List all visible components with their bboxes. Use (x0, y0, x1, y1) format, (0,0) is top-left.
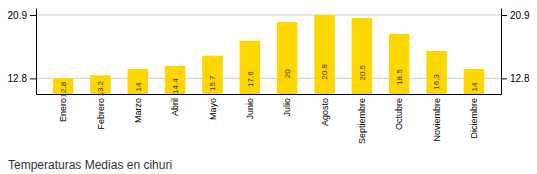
data-labels: 12.8 13.2 14 14.4 15.7 17.6 20 20.9 20.5 18.5 16.3… (59, 64, 479, 98)
bar (464, 69, 485, 94)
bar (352, 18, 373, 94)
x-tick: Febrero (96, 98, 106, 130)
y2-tick-mark (501, 15, 507, 16)
y2-tick: 12.8 (501, 73, 530, 84)
bar (314, 15, 335, 94)
data-label: 20 (283, 69, 292, 78)
x-tick: Agosto (320, 98, 330, 126)
x-tick: Abril (170, 98, 180, 116)
x-tick: Julio (282, 98, 292, 117)
x-tick: Septiembre (357, 98, 367, 144)
bar (426, 51, 447, 94)
data-label: 12.8 (59, 81, 68, 97)
y-tick: 20.9 (8, 10, 36, 21)
title: Temperaturas Medias en cihuri (8, 158, 172, 172)
y-tick-label: 20.9 (8, 10, 28, 21)
x-tick-label: Agosto (320, 98, 330, 126)
bar (53, 78, 74, 94)
x-tick-label: Febrero (96, 98, 106, 130)
x-tick: Octubre (394, 98, 404, 130)
y-axis-line (36, 9, 37, 95)
y2-tick: 20.9 (501, 10, 530, 21)
bars (53, 15, 484, 94)
data-label: 16.3 (432, 74, 441, 90)
x-tick: Diciembre (469, 98, 479, 139)
data-label: 17.6 (246, 71, 255, 87)
y2-tick-label: 12.8 (510, 73, 530, 84)
data-label: 13.2 (96, 80, 105, 96)
data-label: 14 (134, 82, 143, 91)
grid-line (36, 15, 501, 16)
bar (389, 34, 410, 94)
data-label: 18.5 (395, 69, 404, 85)
x-tick-label: Octubre (394, 98, 404, 130)
data-label: 14 (470, 82, 479, 91)
y-tick-label: 12.8 (8, 73, 28, 84)
y-tick-mark (30, 78, 36, 79)
bar (277, 22, 298, 94)
x-tick-label: Junio (245, 98, 255, 120)
x-tick: Mayo (208, 98, 218, 120)
x-tick-label: Diciembre (469, 98, 479, 139)
x-tick: Noviembre (432, 98, 442, 142)
x-tick-label: Julio (282, 98, 292, 117)
x-axis-line (37, 94, 502, 95)
bar (165, 66, 186, 94)
data-label: 15.7 (208, 75, 217, 91)
data-label: 20.9 (320, 64, 329, 80)
y2-tick-mark (501, 78, 507, 79)
x-tick-label: Noviembre (432, 98, 442, 142)
x-tick: Enero (58, 98, 68, 122)
data-label: 14.4 (171, 78, 180, 94)
y-tick-mark (30, 15, 36, 16)
y-tick: 12.8 (8, 73, 36, 84)
x-tick: Marzo (133, 98, 143, 123)
x-tick-label: Septiembre (357, 98, 367, 144)
bar (90, 75, 111, 94)
x-tick-label: Enero (58, 98, 68, 122)
y-axis: 12.8 20.9 (8, 9, 37, 95)
x-tick-label: Abril (170, 98, 180, 116)
x-tick-label: Mayo (208, 98, 218, 120)
bar (202, 56, 223, 94)
data-label: 20.5 (358, 64, 367, 80)
bar (128, 69, 149, 94)
x-axis: Enero Febrero Marzo Abril Mayo Junio Julio Agos… (37, 95, 502, 145)
x-tick-label: Marzo (133, 98, 143, 123)
chart-container: 12.8 20.9 12.8 20.9 Enero Febrero Marzo Abril Ma… (0, 0, 537, 174)
x-tick: Junio (245, 98, 255, 120)
y2-tick-label: 20.9 (510, 10, 530, 21)
y2-axis: 12.8 20.9 (501, 9, 530, 95)
bar (240, 41, 261, 94)
chart-svg: 12.8 20.9 12.8 20.9 Enero Febrero Marzo Abril Ma… (0, 0, 537, 174)
y2-axis-line (501, 9, 502, 95)
plot-area: 12.8 20.9 12.8 20.9 Enero Febrero Marzo Abril Ma… (8, 9, 530, 174)
